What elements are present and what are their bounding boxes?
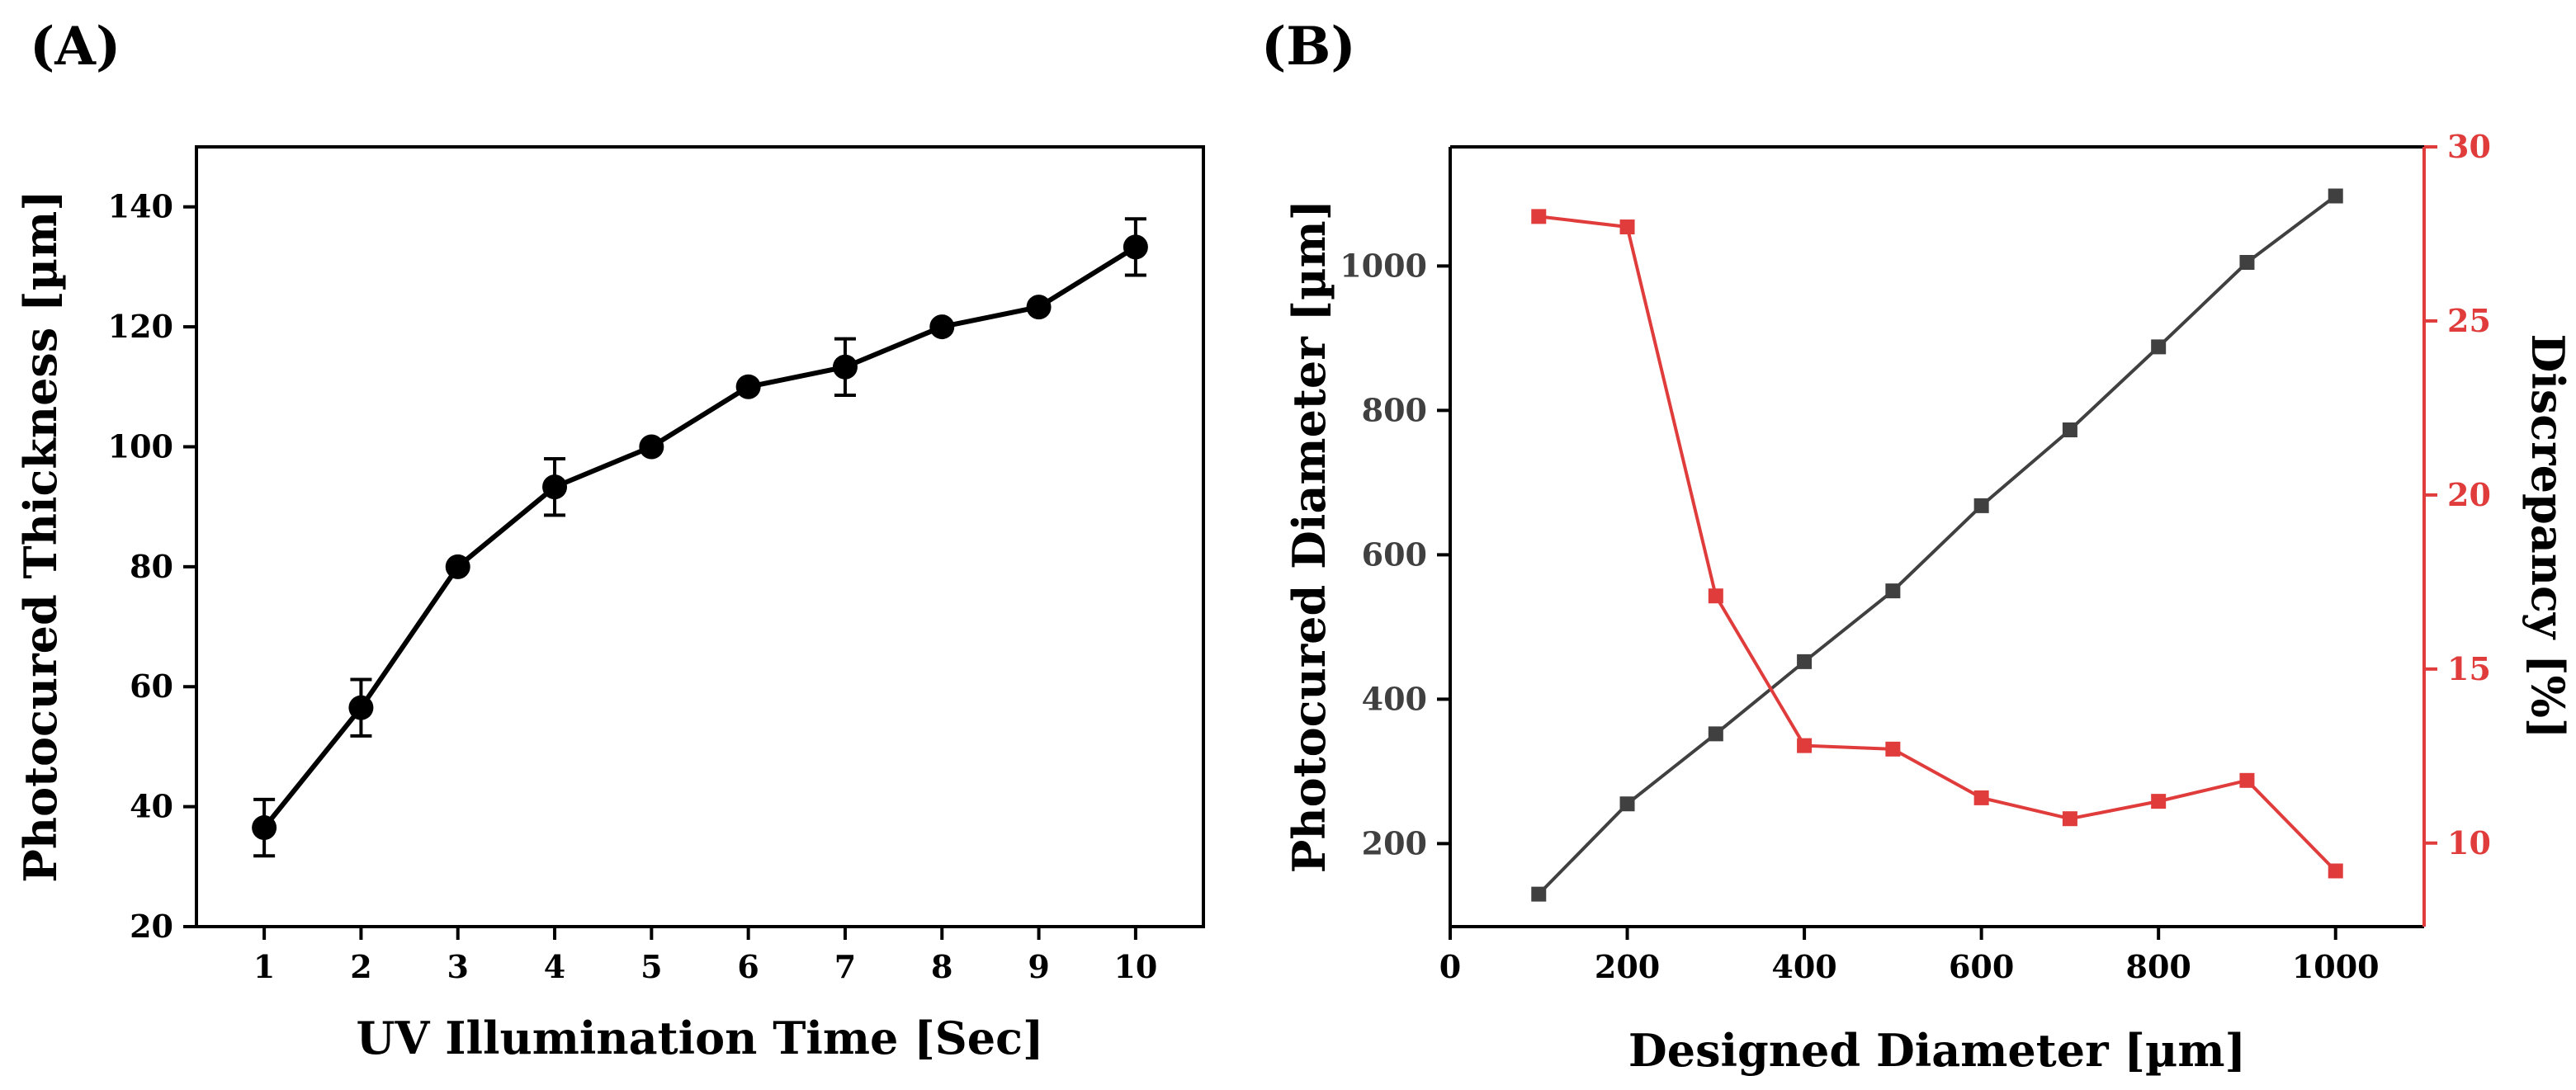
- panel-b-y-tick-label: 200: [1362, 824, 1427, 861]
- panel-b-diameter-point: [2062, 422, 2077, 437]
- panel-a-x-tick-label: 7: [834, 948, 856, 985]
- panel-a-x-axis-title: UV Illumination Time [Sec]: [356, 1012, 1043, 1064]
- panel-b-discrepancy-point: [1619, 219, 1635, 235]
- panel-b-discrepancy-point: [1973, 790, 1989, 805]
- panel-a-y-tick-label: 40: [130, 788, 173, 825]
- panel-b-chart: (B) 0 200 400 600 800 1000 200 400 600 800 1000 1…: [1261, 16, 2574, 1077]
- panel-a-y-tick-label: 20: [130, 908, 173, 945]
- panel-b-discrepancy-point: [1708, 588, 1723, 604]
- panel-a-x-tick-label: 3: [447, 948, 469, 985]
- panel-b-diameter-point: [2151, 339, 2167, 355]
- panel-a-points: [252, 234, 1148, 841]
- panel-b-y-axis-title: Photocured Diameter [µm]: [1283, 200, 1335, 874]
- panel-a-y-tick-label: 140: [108, 188, 173, 225]
- panel-a-x-tick-label: 10: [1113, 948, 1157, 985]
- panel-b-x-ticks: 0 200 400 600 800 1000: [1439, 927, 2380, 985]
- panel-b-diameter-point: [1619, 796, 1635, 812]
- panel-a-plot-frame: [195, 145, 1205, 928]
- panel-b-discrepancy-point: [2239, 772, 2255, 788]
- panel-b-discrepancy-point: [2062, 811, 2077, 827]
- panel-b-y-ticks: 200 400 600 800 1000: [1340, 247, 1450, 861]
- panel-a-data-point: [252, 815, 277, 841]
- panel-a-y-tick-label: 60: [130, 668, 173, 705]
- panel-b-x-tick-label: 0: [1439, 948, 1461, 985]
- panel-b-discrepancy-point: [1531, 209, 1547, 224]
- panel-a-data-point: [542, 474, 568, 500]
- panel-b-x-tick-label: 800: [2126, 948, 2191, 985]
- panel-b-y-tick-label: 400: [1362, 680, 1427, 717]
- panel-a-y-tick-label: 120: [108, 308, 173, 345]
- panel-b-diameter-point: [2328, 188, 2343, 204]
- panel-a-x-tick-label: 9: [1028, 948, 1049, 985]
- panel-a-x-ticks: 1 2 3 4 5 6 7 8 9 10: [253, 927, 1157, 985]
- panel-b-diameter-point: [2239, 255, 2255, 270]
- panel-b-x-tick-label: 1000: [2292, 948, 2380, 985]
- panel-b-x-tick-label: 400: [1771, 948, 1836, 985]
- panel-b-x-tick-label: 200: [1595, 948, 1660, 985]
- panel-b-label: (B): [1261, 16, 1356, 78]
- panel-b-diameter-point: [1531, 886, 1547, 902]
- panel-b-y-tick-label: 1000: [1340, 247, 1427, 284]
- panel-a-y-axis-title: Photocured Thickness [µm]: [14, 190, 67, 883]
- panel-b-y-tick-label: 800: [1362, 391, 1427, 428]
- panel-a-data-point: [445, 554, 470, 579]
- panel-a-x-tick-label: 5: [640, 948, 662, 985]
- panel-b-y-right-axis-title: Discrepancy [%]: [2522, 334, 2574, 739]
- panel-b-y-right-tick-label: 30: [2447, 128, 2491, 165]
- panel-b-discrepancy-points: [1531, 209, 2343, 879]
- panel-a-y-tick-label: 100: [108, 427, 173, 465]
- panel-a-data-point: [735, 374, 761, 399]
- panel-a-x-tick-label: 2: [350, 948, 371, 985]
- panel-b-diameter-point: [1973, 498, 1989, 513]
- panel-a-x-tick-label: 1: [253, 948, 275, 985]
- panel-a-series-line: [262, 244, 1137, 829]
- panel-a-data-point: [1123, 234, 1148, 260]
- panel-b-y-right-tick-label: 10: [2447, 824, 2491, 861]
- panel-b-discrepancy-line: [1539, 215, 2337, 872]
- panel-b-y-right-tick-label: 25: [2447, 302, 2491, 339]
- panel-b-x-axis-title: Designed Diameter [µm]: [1628, 1024, 2246, 1077]
- panel-b-y-tick-label: 600: [1362, 536, 1427, 573]
- panel-a-data-point: [929, 314, 955, 340]
- panel-b-diameter-point: [1708, 726, 1723, 742]
- panel-b-diameter-line: [1537, 194, 2337, 896]
- panel-b-y-right-tick-label: 20: [2447, 476, 2491, 513]
- panel-b-discrepancy-point: [2328, 863, 2343, 879]
- panel-b-diameter-points: [1531, 188, 2343, 902]
- panel-a-data-point: [348, 695, 374, 720]
- panel-a-y-tick-label: 80: [130, 548, 173, 585]
- panel-b-x-tick-label: 600: [1949, 948, 2014, 985]
- panel-a-data-point: [1026, 295, 1052, 320]
- panel-a-y-ticks: 20 40 60 80 100 120 140: [108, 188, 196, 945]
- panel-b-diameter-point: [1885, 583, 1901, 599]
- panel-b-diameter-point: [1797, 654, 1813, 669]
- panel-a-label: (A): [30, 16, 121, 78]
- panel-a-data-point: [832, 354, 858, 380]
- panel-a-x-tick-label: 8: [931, 948, 952, 985]
- panel-b-y-right-ticks: 10 15 20 25 30: [2424, 128, 2491, 861]
- panel-b-y-right-tick-label: 15: [2447, 650, 2491, 687]
- panel-a-data-point: [639, 434, 664, 460]
- panel-a-chart: (A) 1 2 3 4 5 6 7 8 9 10 20 40 60 80 100 120 140 UV Ill…: [14, 16, 1205, 1064]
- panel-b-discrepancy-point: [2151, 794, 2167, 809]
- panel-b-discrepancy-point: [1797, 738, 1813, 753]
- panel-a-x-tick-label: 4: [544, 948, 565, 985]
- panel-b-discrepancy-point: [1885, 741, 1901, 757]
- panel-a-x-tick-label: 6: [737, 948, 759, 985]
